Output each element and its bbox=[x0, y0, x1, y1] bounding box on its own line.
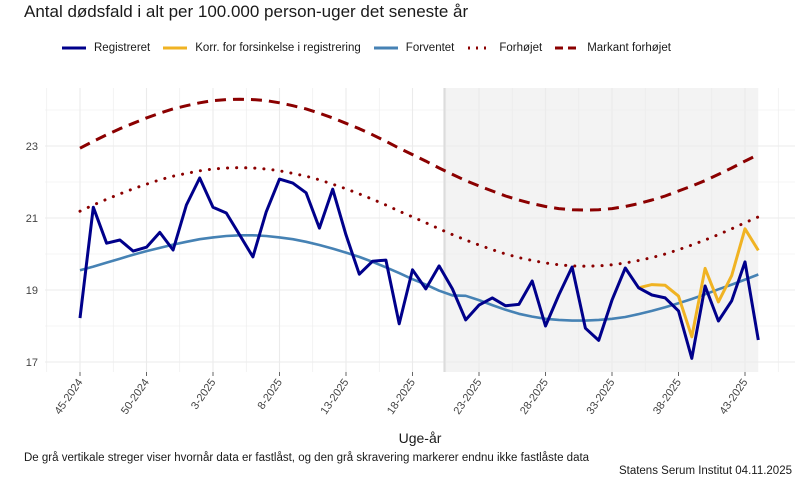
legend-label: Forventet bbox=[405, 42, 455, 54]
line-chart: 17 19 21 23 45-2024 50-2024 3-2025 8-2025 13-202… bbox=[26, 88, 795, 417]
x-tick-label: 33-2025 bbox=[584, 377, 617, 417]
legend-swatch-korrigeret bbox=[163, 46, 188, 50]
y-tick-label: 17 bbox=[26, 357, 38, 369]
legend-label: Forhøjet bbox=[499, 42, 543, 54]
source-label: Statens Serum Institut 04.11.2025 bbox=[618, 465, 792, 477]
x-tick-label: 23-2025 bbox=[451, 377, 484, 417]
x-tick-label: 28-2025 bbox=[518, 377, 551, 417]
x-tick-label: 18-2025 bbox=[385, 377, 418, 417]
y-tick-label: 19 bbox=[26, 285, 38, 297]
series-line-registreret bbox=[78, 176, 760, 360]
x-tick-label: 43-2025 bbox=[717, 377, 750, 417]
series-line-markant-forhøjet bbox=[79, 97, 759, 212]
legend-item-registreret: Registreret bbox=[62, 42, 150, 54]
x-tick-label: 8-2025 bbox=[255, 377, 284, 412]
legend-label: Markant forhøjet bbox=[587, 42, 671, 54]
series-line-forhøjet bbox=[78, 166, 760, 268]
chart-title: Antal dødsfald i alt per 100.000 person-… bbox=[24, 2, 469, 21]
x-axis-label: Uge-år bbox=[398, 430, 442, 446]
legend-swatch-forventet bbox=[373, 46, 398, 50]
legend-item-markant: Markant forhøjet bbox=[555, 42, 671, 54]
footnote: De grå vertikale streger viser hvornår d… bbox=[24, 452, 590, 464]
legend-swatch-markant bbox=[555, 46, 580, 50]
x-tick-label: 3-2025 bbox=[189, 377, 218, 412]
unlocked-data-shading bbox=[444, 88, 759, 372]
legend: Registreret Korr. for forsinkelse i regi… bbox=[62, 42, 684, 54]
legend-swatch-registreret bbox=[62, 46, 86, 50]
legend-label: Registreret bbox=[94, 42, 151, 54]
y-tick-label: 23 bbox=[26, 141, 38, 153]
legend-item-forventet: Forventet bbox=[373, 42, 455, 54]
x-tick-label: 50-2024 bbox=[119, 377, 152, 417]
y-tick-label: 21 bbox=[26, 213, 38, 225]
x-tick-label: 38-2025 bbox=[651, 377, 684, 417]
x-tick-label: 45-2024 bbox=[52, 377, 85, 417]
x-tick-label: 13-2025 bbox=[318, 377, 351, 417]
legend-label: Korr. for forsinkelse i registrering bbox=[195, 42, 361, 54]
legend-item-forhoejet: Forhøjet bbox=[467, 42, 542, 54]
legend-item-korrigeret: Korr. for forsinkelse i registrering bbox=[163, 42, 361, 54]
series-line-korr-for-forsinkelse-i-registrering bbox=[638, 227, 760, 339]
